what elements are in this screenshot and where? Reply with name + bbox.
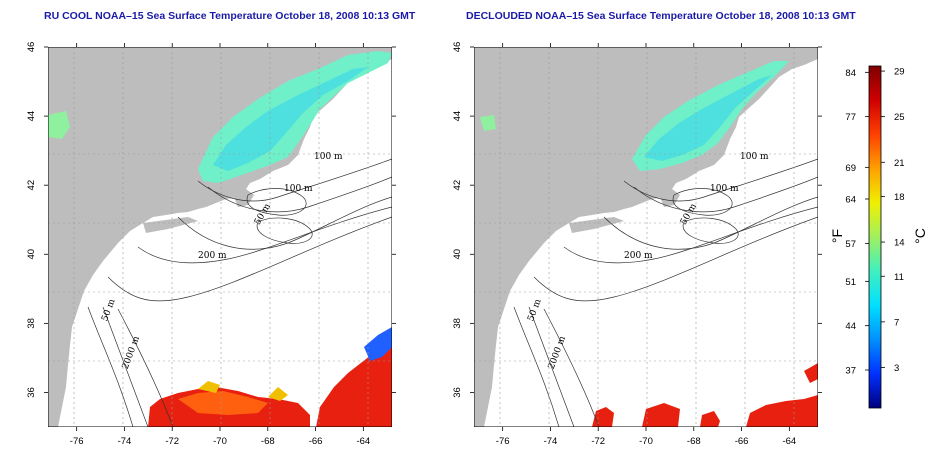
lon-tick-label: -64	[356, 436, 370, 447]
axis-ticks: -76 -74 -72 -70 -68 -66 -64 46 44 42 40 38 36 -76 -74 -…	[26, 42, 822, 447]
lat-tick-label: 36	[452, 387, 463, 398]
lon-tick-label: -74	[118, 436, 132, 447]
lon-tick-label: -70	[639, 436, 653, 447]
celsius-tick-label: 14	[894, 238, 905, 249]
celsius-unit-label: °C	[912, 228, 928, 244]
fahrenheit-tick-label: 77	[845, 112, 856, 123]
fahrenheit-tick-label: 44	[845, 321, 856, 332]
sst-warm-southeast	[746, 395, 818, 427]
contour-label: 200 m	[198, 251, 227, 261]
celsius-tick-label: 21	[894, 158, 905, 169]
lon-tick-label: -70	[213, 436, 227, 447]
lat-tick-label: 44	[26, 111, 37, 122]
fahrenheit-tick-label: 51	[845, 277, 856, 288]
lat-tick-label: 42	[452, 180, 463, 191]
celsius-tick-label: 25	[894, 112, 905, 123]
fahrenheit-tick-label: 84	[845, 68, 856, 79]
celsius-tick-label: 7	[894, 317, 899, 328]
fahrenheit-tick-label: 69	[845, 163, 856, 174]
bathymetry-contours	[87, 158, 392, 427]
sst-coastal-patch	[48, 111, 70, 139]
lat-tick-label: 40	[452, 249, 463, 260]
sst-warm-south-2	[178, 391, 268, 415]
lon-tick-label: -66	[309, 436, 323, 447]
lon-tick-label: -72	[591, 436, 605, 447]
right-panel-title: DECLOUDED NOAA–15 Sea Surface Temperatur…	[466, 10, 856, 22]
cape-cod	[234, 189, 254, 207]
land-mass	[48, 47, 392, 427]
contour-label: 100 m	[314, 152, 343, 162]
lon-tick-label: -66	[735, 436, 749, 447]
fahrenheit-tick-label: 37	[845, 366, 856, 377]
sst-warm-southeast-cool	[364, 327, 392, 361]
contour-label: 100 m	[710, 184, 739, 194]
long-island	[569, 217, 624, 233]
lat-tick-label: 44	[452, 111, 463, 122]
lon-tick-label: -74	[544, 436, 558, 447]
grid-lines	[474, 47, 818, 427]
lon-tick-label: -76	[496, 436, 510, 447]
lat-tick-label: 40	[26, 249, 37, 260]
sst-gulf-of-maine-inner	[213, 67, 368, 171]
grid-lines	[48, 47, 392, 427]
left-panel-title: RU COOL NOAA–15 Sea Surface Temperature …	[44, 10, 416, 22]
land-mass	[474, 47, 818, 427]
lon-tick-label: -68	[261, 436, 275, 447]
fahrenheit-tick-label: 64	[845, 195, 856, 206]
temperature-colorbar: 84 77 69 64 57 51 44 37 29 25 21 18 14 11 7 3 °F °C	[829, 65, 928, 409]
lon-tick-label: -76	[70, 436, 84, 447]
celsius-tick-label: 18	[894, 192, 905, 203]
bathymetry-contours	[513, 158, 818, 427]
fahrenheit-tick-label: 57	[845, 239, 856, 250]
lat-tick-label: 46	[452, 42, 463, 53]
lat-tick-label: 38	[26, 318, 37, 329]
contour-label: 100 m	[284, 184, 313, 194]
lat-tick-label: 42	[26, 180, 37, 191]
cape-cod	[660, 189, 680, 207]
colorbar-gradient	[868, 65, 882, 409]
lat-tick-label: 36	[26, 387, 37, 398]
right-sst-map: 100 m 100 m 50 m 200 m 50 m 2000 m	[474, 47, 818, 427]
celsius-tick-label: 11	[894, 272, 904, 283]
lon-tick-label: -72	[165, 436, 179, 447]
left-sst-map: 100 m 100 m 50 m 200 m 50 m 2000 m	[48, 47, 392, 427]
colorbar-ticks: 84 77 69 64 57 51 44 37 29 25 21 18 14 11 7 3	[845, 67, 904, 377]
sst-gulf-of-maine-inner	[644, 75, 772, 161]
celsius-tick-label: 29	[894, 67, 905, 78]
contour-label: 200 m	[624, 251, 653, 261]
lon-tick-label: -64	[782, 436, 796, 447]
celsius-tick-label: 3	[894, 363, 899, 374]
sst-coastal-patch	[480, 115, 496, 131]
lat-tick-label: 38	[452, 318, 463, 329]
sst-warm-south	[592, 403, 720, 427]
contour-label: 100 m	[740, 152, 769, 162]
sst-warm-east-patch	[804, 363, 818, 383]
long-island	[143, 217, 198, 233]
lon-tick-label: -68	[687, 436, 701, 447]
sst-yellow-spots	[198, 381, 288, 401]
lat-tick-label: 46	[26, 42, 37, 53]
fahrenheit-unit-label: °F	[829, 229, 845, 243]
